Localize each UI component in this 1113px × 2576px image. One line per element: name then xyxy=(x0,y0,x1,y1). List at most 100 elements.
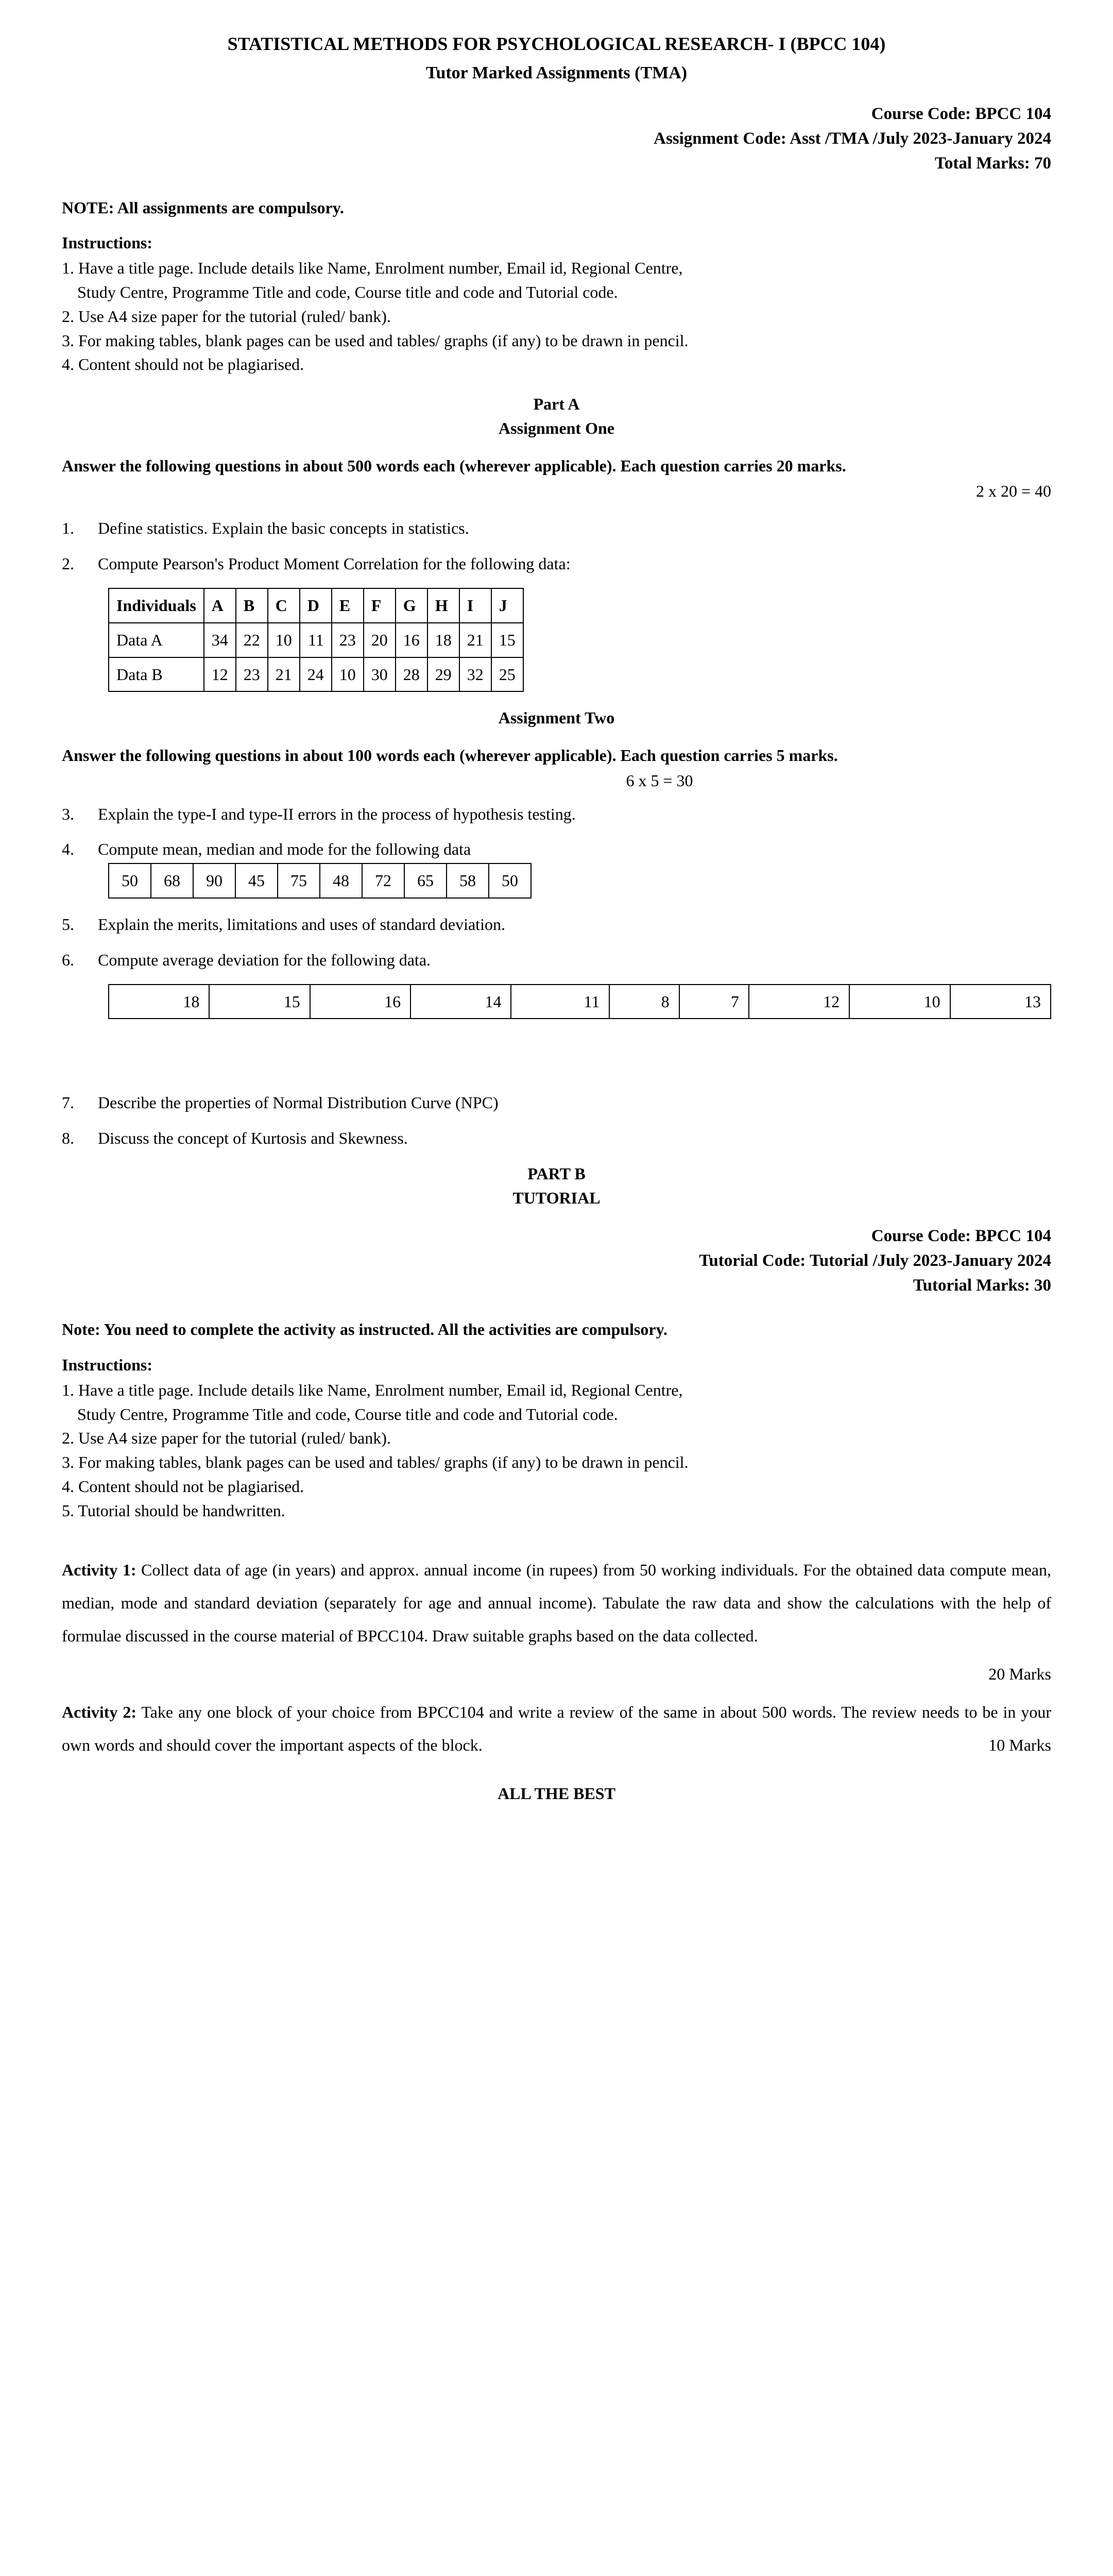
question-text: Describe the properties of Normal Distri… xyxy=(98,1091,1051,1114)
question-row: 6. Compute average deviation for the fol… xyxy=(62,948,1051,972)
instruction-item: 3. For making tables, blank pages can be… xyxy=(62,1451,1051,1474)
question-row: 8. Discuss the concept of Kurtosis and S… xyxy=(62,1127,1051,1150)
question-text: Compute average deviation for the follow… xyxy=(98,948,1051,972)
question-row: 4. Compute mean, median and mode for the… xyxy=(62,838,1051,861)
question-number: 1. xyxy=(62,517,98,540)
table-header-cell: A xyxy=(204,588,236,623)
total-marks: Total Marks: 70 xyxy=(62,151,1051,175)
table-header-cell: F xyxy=(364,588,396,623)
table-cell: 90 xyxy=(193,863,235,898)
table-header-cell: D xyxy=(300,588,332,623)
tutorial-instructions-heading: Instructions: xyxy=(62,1353,1051,1377)
table-cell: 50 xyxy=(489,863,531,898)
question-text: Define statistics. Explain the basic con… xyxy=(98,517,1051,540)
table-header-cell: E xyxy=(332,588,364,623)
table-row: Data A 34 22 10 11 23 20 16 18 21 15 xyxy=(109,623,523,657)
part-b-heading: PART B xyxy=(62,1162,1051,1185)
question-row: 7. Describe the properties of Normal Dis… xyxy=(62,1091,1051,1114)
table-cell: 7 xyxy=(679,985,749,1019)
assignment-code: Assignment Code: Asst /TMA /July 2023-Ja… xyxy=(62,127,1051,150)
table-cell: 14 xyxy=(410,985,511,1019)
assignment-one-instructions: Answer the following questions in about … xyxy=(62,454,1051,478)
question-number: 7. xyxy=(62,1091,98,1114)
table-cell: 11 xyxy=(511,985,609,1019)
question-text: Compute mean, median and mode for the fo… xyxy=(98,838,1051,861)
compulsory-note: NOTE: All assignments are compulsory. xyxy=(62,196,1051,219)
tutorial-heading: TUTORIAL xyxy=(62,1187,1051,1210)
table-cell: Data A xyxy=(109,623,204,657)
question-number: 4. xyxy=(62,838,98,861)
instruction-item: Study Centre, Programme Title and code, … xyxy=(62,1403,1051,1426)
table-cell: 16 xyxy=(396,623,427,657)
activity-two-label: Activity 2: xyxy=(62,1703,136,1721)
table-cell: 30 xyxy=(364,657,396,692)
table-cell: 24 xyxy=(300,657,332,692)
question-row: 1. Define statistics. Explain the basic … xyxy=(62,517,1051,540)
table-row: 18 15 16 14 11 8 7 12 10 13 xyxy=(109,985,1051,1019)
question-text: Discuss the concept of Kurtosis and Skew… xyxy=(98,1127,1051,1150)
table-cell: 72 xyxy=(362,863,404,898)
question-row: 5. Explain the merits, limitations and u… xyxy=(62,913,1051,936)
table-cell: 16 xyxy=(310,985,410,1019)
table-cell: 20 xyxy=(364,623,396,657)
table-cell: 21 xyxy=(459,623,491,657)
table-cell: 22 xyxy=(236,623,268,657)
table-row: 50 68 90 45 75 48 72 65 58 50 xyxy=(109,863,531,898)
question-text: Explain the merits, limitations and uses… xyxy=(98,913,1051,936)
page-subtitle: Tutor Marked Assignments (TMA) xyxy=(62,61,1051,86)
question-text: Compute Pearson's Product Moment Correla… xyxy=(98,552,1051,575)
instructions-heading: Instructions: xyxy=(62,231,1051,255)
question-number: 3. xyxy=(62,803,98,826)
table-cell: 12 xyxy=(204,657,236,692)
instruction-item: 1. Have a title page. Include details li… xyxy=(62,257,1051,280)
footer-text: ALL THE BEST xyxy=(62,1782,1051,1805)
table-header-cell: C xyxy=(268,588,300,623)
instruction-item: 4. Content should not be plagiarised. xyxy=(62,353,1051,376)
instruction-item: Study Centre, Programme Title and code, … xyxy=(62,281,1051,304)
question-number: 5. xyxy=(62,913,98,936)
assignment-one-marks: 2 x 20 = 40 xyxy=(62,480,1051,503)
course-info-block: Course Code: BPCC 104 Assignment Code: A… xyxy=(62,102,1051,176)
table-cell: 68 xyxy=(151,863,193,898)
instruction-item: 3. For making tables, blank pages can be… xyxy=(62,329,1051,352)
table-header-cell: H xyxy=(427,588,459,623)
assignment-two-instructions: Answer the following questions in about … xyxy=(62,744,1051,767)
table-cell: 13 xyxy=(950,985,1051,1019)
tutorial-note: Note: You need to complete the activity … xyxy=(62,1318,1051,1341)
activity-one-label: Activity 1: xyxy=(62,1561,136,1579)
instruction-item: 5. Tutorial should be handwritten. xyxy=(62,1499,1051,1522)
table-cell: 50 xyxy=(109,863,151,898)
activity-one-marks: 20 Marks xyxy=(62,1663,1051,1686)
table-cell: 58 xyxy=(447,863,489,898)
table-row: Data B 12 23 21 24 10 30 28 29 32 25 xyxy=(109,657,523,692)
table-header-cell: Individuals xyxy=(109,588,204,623)
table-cell: Data B xyxy=(109,657,204,692)
activity-one: Activity 1: Collect data of age (in year… xyxy=(62,1553,1051,1652)
correlation-data-table: Individuals A B C D E F G H I J Data A 3… xyxy=(108,588,524,692)
instruction-item: 4. Content should not be plagiarised. xyxy=(62,1475,1051,1498)
tutorial-course-code: Course Code: BPCC 104 xyxy=(62,1224,1051,1248)
instructions-list: 1. Have a title page. Include details li… xyxy=(62,257,1051,376)
activity-two: Activity 2: Take any one block of your c… xyxy=(62,1696,1051,1761)
assignment-two-heading: Assignment Two xyxy=(62,706,1051,730)
assignment-one-heading: Assignment One xyxy=(62,417,1051,440)
table-cell: 65 xyxy=(404,863,447,898)
table-header-cell: I xyxy=(459,588,491,623)
table-cell: 25 xyxy=(491,657,523,692)
question-row: 3. Explain the type-I and type-II errors… xyxy=(62,803,1051,826)
table-cell: 29 xyxy=(427,657,459,692)
activity-two-text: Take any one block of your choice from B… xyxy=(62,1703,1051,1754)
table-cell: 32 xyxy=(459,657,491,692)
instruction-item: 2. Use A4 size paper for the tutorial (r… xyxy=(62,1427,1051,1450)
table-cell: 15 xyxy=(491,623,523,657)
table-cell: 10 xyxy=(268,623,300,657)
question-number: 8. xyxy=(62,1127,98,1150)
mean-median-data-table: 50 68 90 45 75 48 72 65 58 50 xyxy=(108,863,532,899)
table-cell: 8 xyxy=(609,985,679,1019)
tutorial-code: Tutorial Code: Tutorial /July 2023-Janua… xyxy=(62,1249,1051,1273)
activity-two-marks: 10 Marks xyxy=(988,1728,1051,1761)
table-cell: 10 xyxy=(849,985,950,1019)
page-title: STATISTICAL METHODS FOR PSYCHOLOGICAL RE… xyxy=(62,31,1051,57)
table-header-cell: J xyxy=(491,588,523,623)
table-cell: 28 xyxy=(396,657,427,692)
